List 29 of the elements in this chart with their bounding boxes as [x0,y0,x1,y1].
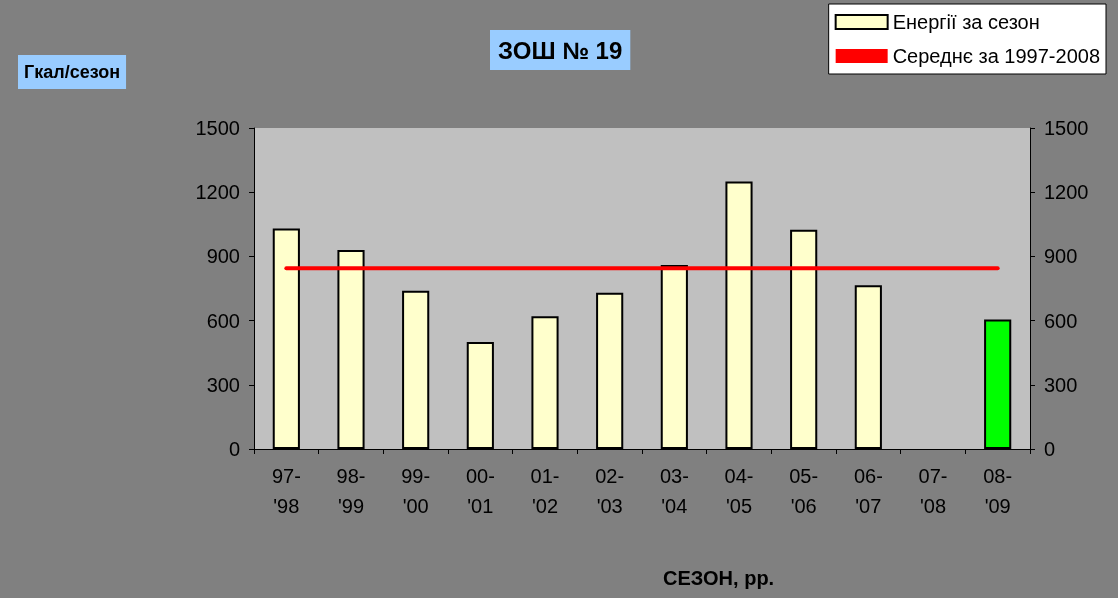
x-tick-label: 06- '07 [853,465,883,517]
x-tick-label: 04- '05 [724,465,754,517]
legend-label: Енергії за сезон [892,11,1040,33]
y2-tick-label: 0 [1044,438,1056,460]
y2-tick-label: 1500 [1044,117,1089,139]
x-tick-label: 03- '04 [659,465,689,517]
legend-label: Середнє за 1997-2008 [892,45,1100,67]
x-tick-label: 02- '03 [595,465,625,517]
chart-title: ЗОШ № 19 [498,36,623,64]
x-tick-label: 97- '98 [271,465,301,517]
x-tick-label: 07- '08 [918,465,948,517]
y-tick-label: 300 [206,373,240,396]
y-tick-label: 900 [206,245,240,268]
x-tick-label: 05- '06 [789,465,819,517]
x-tick-label: 00- '01 [465,465,495,517]
x-tick-label: 99- '00 [401,465,431,517]
x-tick-label: 08- '09 [983,465,1013,517]
x-axis-title: СЕЗОН, рр. [663,567,775,589]
x-tick-label: 01- '02 [530,465,560,517]
x-tick-label: 98- '99 [336,465,366,517]
y-axis-title: Гкал/сезон [24,62,121,82]
y-tick-label: 1500 [195,117,240,139]
y2-tick-label: 900 [1044,245,1078,268]
y2-tick-label: 300 [1044,373,1078,396]
y2-tick-label: 1200 [1044,181,1089,204]
y2-tick-label: 600 [1044,309,1078,332]
y-tick-label: 600 [206,309,240,332]
y-tick-label: 0 [228,438,240,460]
y-tick-label: 1200 [195,181,240,204]
